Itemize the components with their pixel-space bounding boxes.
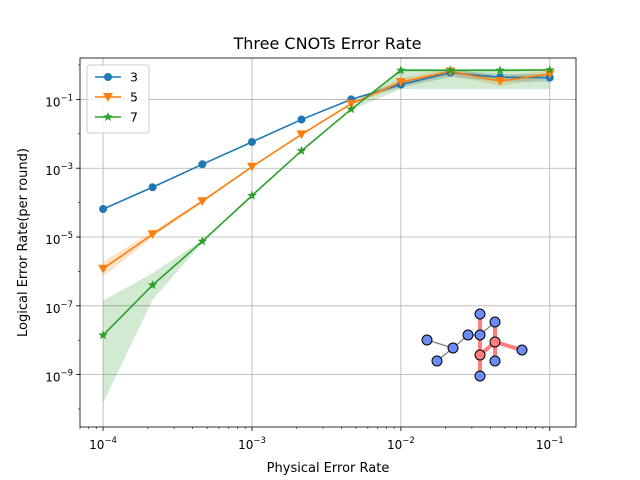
lattice-inset-diagram [421, 308, 528, 382]
x-tick-label: 10−3 [238, 436, 266, 452]
data-point-series-5 [147, 230, 158, 240]
data-point-series-5 [246, 162, 257, 172]
data-point-series-7 [296, 145, 307, 155]
y-tick-label-base: 10 [45, 164, 60, 178]
series-line-5 [102, 70, 550, 270]
y-tick-label: 10−3 [45, 162, 73, 178]
data-point-series-7 [147, 280, 158, 290]
data-point-series-7 [346, 104, 356, 114]
legend-marker-series-5 [103, 93, 113, 102]
x-tick-label-exponent: −2 [402, 436, 415, 446]
data-point-series-7 [495, 65, 505, 75]
series-lines [102, 69, 550, 336]
legend-entry-series-3: 3 [130, 70, 138, 85]
legend-marker-series-3 [104, 73, 112, 81]
x-tick-label-exponent: −1 [551, 436, 564, 446]
y-tick-label-exponent: −9 [60, 369, 73, 379]
y-tick-label-base: 10 [45, 233, 60, 247]
y-tick-label-base: 10 [45, 371, 60, 385]
data-point-series-7 [396, 65, 406, 75]
series-line-7 [102, 69, 550, 336]
data-point-series-3 [297, 115, 306, 124]
confidence-band-series-3 [103, 69, 550, 211]
y-tick-label-base: 10 [45, 95, 60, 109]
data-point-series-5 [296, 130, 307, 140]
y-tick-label-exponent: −1 [60, 93, 73, 103]
data-point-series-7 [197, 236, 208, 246]
y-tick-label: 10−1 [45, 93, 73, 109]
data-point-series-5 [346, 99, 357, 109]
x-axis-label: Physical Error Rate [267, 461, 390, 476]
x-axis-ticks: 10−4 10−3 10−2 10−1 [79, 427, 564, 452]
legend-box [86, 64, 150, 134]
data-point-series-7 [445, 65, 456, 75]
x-tick-label-exponent: −4 [104, 436, 117, 446]
chart-title: Three CNOTs Error Rate [233, 34, 422, 53]
y-tick-label: 10−7 [45, 300, 73, 316]
x-tick-label-base: 10 [238, 438, 253, 452]
data-point-series-7 [545, 64, 555, 74]
y-axis-ticks: 10−910−710−510−310−1 [45, 64, 80, 410]
data-point-series-5 [544, 69, 555, 79]
data-point-series-7 [247, 190, 257, 200]
y-tick-label: 10−5 [45, 231, 73, 247]
grid [80, 58, 576, 427]
series-markers [98, 64, 555, 340]
plot-frame [79, 57, 577, 428]
y-tick-label-base: 10 [45, 302, 60, 316]
data-point-series-7 [98, 330, 108, 340]
legend-entry-series-7: 7 [130, 110, 138, 125]
data-point-series-3 [148, 183, 157, 192]
data-point-series-5 [495, 77, 506, 86]
data-point-series-5 [395, 78, 406, 87]
x-tick-label-exponent: −3 [253, 436, 266, 446]
y-tick-label-exponent: −3 [60, 162, 73, 172]
y-tick-label-exponent: −7 [60, 300, 73, 310]
x-tick-label-base: 10 [536, 438, 551, 452]
x-tick-label: 10−1 [536, 436, 564, 452]
legend-marker-series-7 [103, 112, 113, 122]
x-tick-label-base: 10 [387, 438, 402, 452]
data-point-series-5 [98, 264, 109, 274]
y-tick-label-exponent: −5 [60, 231, 73, 241]
legend-entry-series-5: 5 [130, 90, 138, 105]
x-tick-label: 10−4 [89, 436, 117, 452]
data-point-series-3 [198, 160, 207, 169]
series-line-3 [102, 71, 550, 210]
x-tick-label-base: 10 [89, 438, 104, 452]
data-point-series-3 [247, 137, 256, 146]
data-point-series-5 [197, 197, 208, 206]
legend: 3 5 7 [86, 64, 150, 134]
y-tick-label: 10−9 [45, 369, 73, 385]
data-point-series-3 [99, 205, 108, 214]
y-axis-label: Logical Error Rate(per round) [16, 148, 31, 337]
x-tick-label: 10−2 [387, 436, 415, 452]
